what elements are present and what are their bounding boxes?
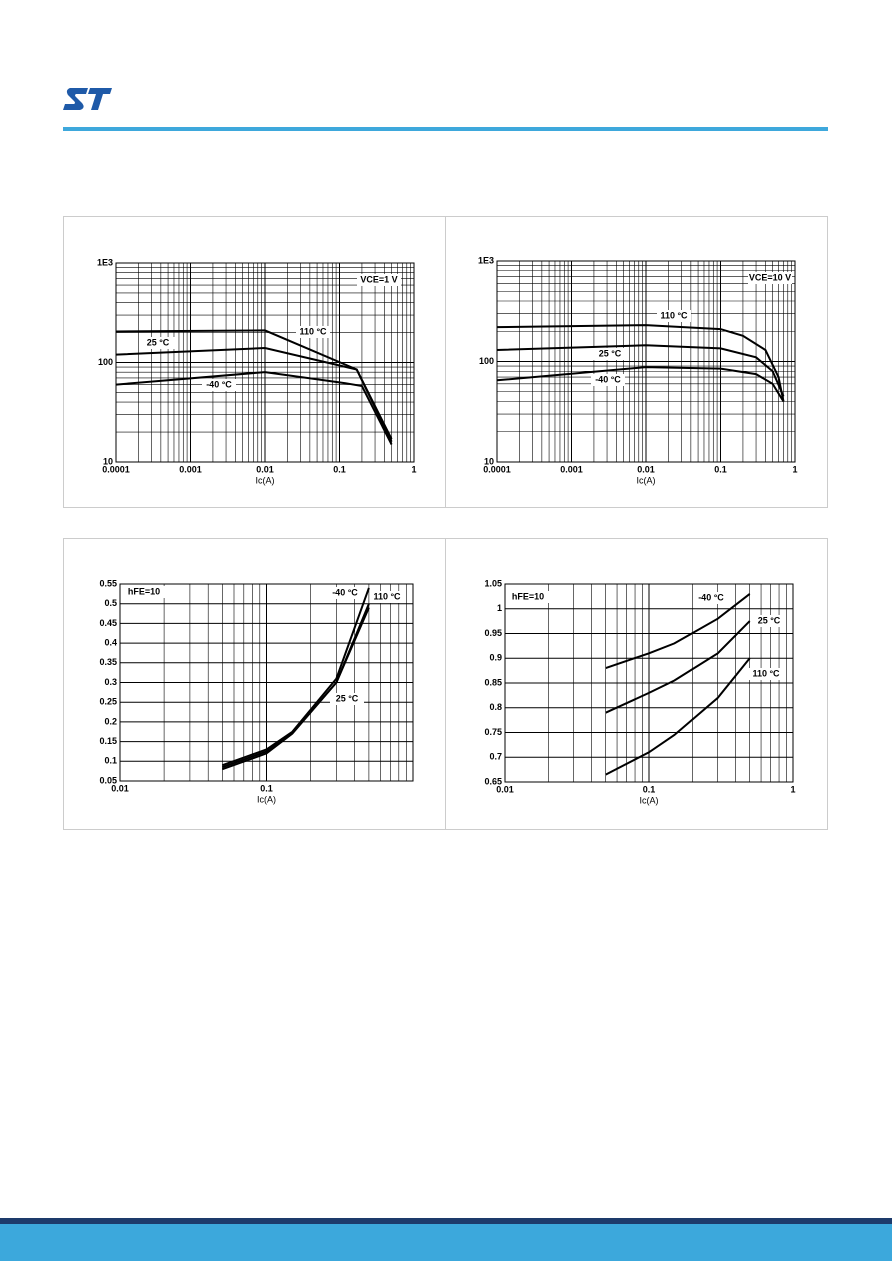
series-line — [496, 324, 785, 402]
y-tick-label: 0.25 — [99, 697, 117, 707]
annotation-bg — [506, 591, 550, 603]
y-tick-label: 0.55 — [99, 578, 117, 588]
annotation: hFE=10 — [128, 586, 160, 596]
series-label: -40 °C — [595, 374, 621, 384]
y-tick-label: 0.8 — [489, 702, 502, 712]
panel — [445, 538, 828, 830]
y-tick-label: 0.15 — [99, 736, 117, 746]
x-axis-label: Ic(A) — [640, 795, 659, 805]
series-label-bg — [141, 337, 175, 349]
series-label: 110 °C — [299, 326, 327, 336]
y-tick-label: 0.35 — [99, 657, 117, 667]
series-label-bg — [370, 591, 404, 603]
header-rule — [63, 127, 828, 131]
series-label-bg — [657, 310, 691, 322]
series-label: 25 °C — [336, 693, 359, 703]
y-tick-label: 0.7 — [489, 752, 502, 762]
series-label: 110 °C — [752, 668, 780, 678]
y-tick-label: 0.2 — [104, 716, 117, 726]
series-label-bg — [593, 348, 627, 360]
series-line — [605, 620, 751, 714]
series-label: -40 °C — [698, 592, 724, 602]
series-line — [115, 346, 393, 443]
series-label-bg — [591, 374, 625, 386]
x-tick-label: 0.0001 — [102, 464, 130, 474]
x-axis-label: Ic(A) — [637, 475, 656, 485]
series-line — [222, 603, 370, 769]
series-label-bg — [296, 326, 330, 338]
y-tick-label: 1 — [497, 603, 502, 613]
y-tick-label: 10 — [484, 456, 494, 466]
series-label: 25 °C — [758, 615, 781, 625]
series-line — [496, 366, 785, 403]
annotation-bg — [357, 274, 401, 286]
y-tick-label: 0.05 — [99, 775, 117, 785]
x-tick-label: 0.01 — [111, 783, 129, 793]
series-label-bg — [694, 592, 728, 604]
series-label: -40 °C — [206, 379, 232, 389]
y-tick-label: 100 — [479, 356, 494, 366]
x-axis-label: Ic(A) — [256, 475, 275, 485]
y-tick-label: 0.65 — [484, 776, 502, 786]
annotation: VCE=1 V — [360, 274, 397, 284]
x-tick-label: 0.01 — [256, 464, 274, 474]
y-tick-label: 0.3 — [104, 677, 117, 687]
series-label-bg — [202, 379, 236, 391]
series-line — [496, 344, 785, 397]
series-line — [115, 371, 393, 445]
x-tick-label: 0.01 — [637, 464, 655, 474]
y-tick-label: 0.95 — [484, 628, 502, 638]
y-tick-label: 1E3 — [97, 257, 113, 267]
x-tick-label: 0.001 — [560, 464, 583, 474]
y-tick-label: 0.4 — [104, 637, 117, 647]
series-label: 25 °C — [147, 337, 170, 347]
y-tick-label: 0.75 — [484, 727, 502, 737]
series-line — [605, 657, 751, 776]
y-tick-label: 1E3 — [478, 255, 494, 265]
annotation-bg — [748, 272, 792, 284]
x-tick-label: 0.1 — [643, 784, 656, 794]
x-tick-label: 1 — [411, 464, 416, 474]
series-label: -40 °C — [332, 587, 358, 597]
y-tick-label: 10 — [103, 456, 113, 466]
x-tick-label: 1 — [792, 464, 797, 474]
series-label-bg — [328, 587, 362, 599]
logo — [63, 88, 112, 110]
x-axis-label: Ic(A) — [257, 794, 276, 804]
y-tick-label: 0.45 — [99, 618, 117, 628]
annotation: VCE=10 V — [749, 272, 791, 282]
y-tick-label: 0.85 — [484, 677, 502, 687]
footer-band — [0, 1224, 892, 1261]
x-tick-label: 0.001 — [179, 464, 202, 474]
series-line — [605, 593, 751, 670]
annotation: hFE=10 — [512, 591, 544, 601]
y-tick-label: 1.05 — [484, 578, 502, 588]
y-tick-label: 100 — [98, 357, 113, 367]
y-tick-label: 0.9 — [489, 653, 502, 663]
panel — [445, 216, 828, 508]
series-label-bg — [752, 615, 786, 627]
y-tick-label: 0.5 — [104, 598, 117, 608]
series-label: 25 °C — [599, 348, 622, 358]
annotation-bg — [122, 586, 166, 598]
x-tick-label: 0.1 — [333, 464, 346, 474]
x-tick-label: 0.0001 — [483, 464, 511, 474]
x-tick-label: 1 — [790, 784, 795, 794]
series-label-bg — [330, 693, 364, 705]
x-tick-label: 0.1 — [260, 783, 273, 793]
x-tick-label: 0.1 — [714, 464, 727, 474]
footer-band — [0, 1218, 892, 1224]
series-label-bg — [749, 668, 783, 680]
x-tick-label: 0.01 — [496, 784, 514, 794]
y-tick-label: 0.1 — [104, 756, 117, 766]
series-label: 110 °C — [660, 310, 688, 320]
series-label: 110 °C — [373, 591, 401, 601]
